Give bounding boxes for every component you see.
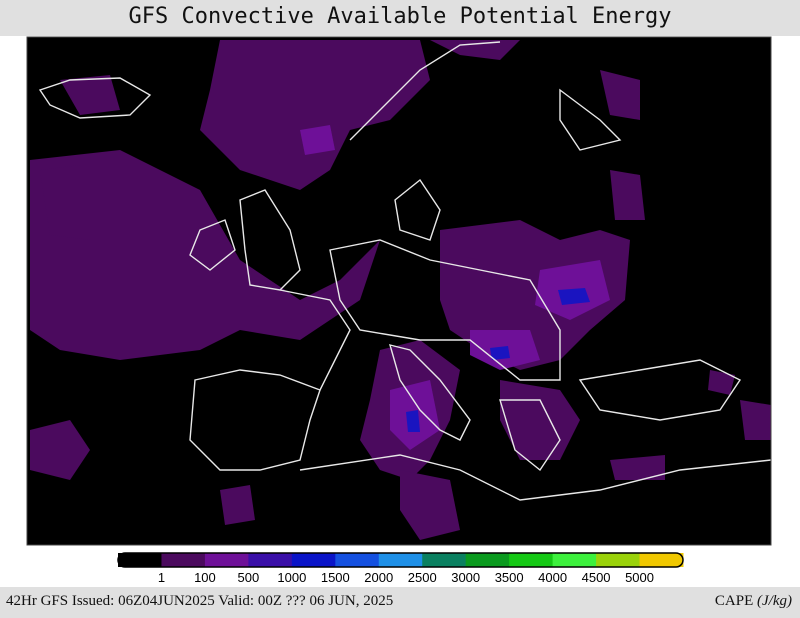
- colorbar-label: 2000: [364, 570, 393, 585]
- colorbar-segment: [552, 553, 597, 567]
- colorbar-segment: [639, 553, 684, 567]
- colorbar-segment: [248, 553, 293, 567]
- colorbar-segment: [378, 553, 423, 567]
- map-frame: [26, 36, 772, 546]
- colorbar-segment: [335, 553, 380, 567]
- coastlines: [38, 41, 772, 501]
- colorbar-label: 3500: [495, 570, 524, 585]
- colorbar-segment: [161, 553, 206, 567]
- cape-field-max: [406, 288, 590, 432]
- colorbar-label: 1: [158, 570, 165, 585]
- colorbar-label: 3000: [451, 570, 480, 585]
- colorbar-segment: [465, 553, 510, 567]
- colorbar-label: 4500: [582, 570, 611, 585]
- colorbar-segment: [509, 553, 554, 567]
- colorbar-segment: [291, 553, 336, 567]
- cape-field: [30, 40, 771, 540]
- title-bar: GFS Convective Available Potential Energ…: [0, 0, 800, 36]
- colorbar-label: 5000: [625, 570, 654, 585]
- colorbar-label: 4000: [538, 570, 567, 585]
- map-canvas: 1 100 500 1000 1500 2000 2500 3000 3500 4000 4500 5…: [26, 36, 772, 585]
- variable: CAPE: [714, 593, 754, 609]
- footer: 42Hr GFS Issued: 06Z04JUN2025 Valid: 00Z…: [0, 587, 800, 618]
- units: (J/kg): [757, 593, 792, 609]
- colorbar-label: 2500: [408, 570, 437, 585]
- colorbar-segment: [596, 553, 641, 567]
- variable-label: CAPE (J/kg): [715, 587, 792, 615]
- colorbar: 1 100 500 1000 1500 2000 2500 3000 3500 4000 4500 5…: [117, 552, 684, 585]
- title: GFS Convective Available Potential Energ…: [128, 4, 672, 29]
- colorbar-outline: [117, 552, 684, 568]
- colorbar-label: 500: [238, 570, 260, 585]
- colorbar-segment: [118, 553, 162, 567]
- colorbar-segment: [204, 553, 249, 567]
- colorbar-label: 100: [194, 570, 216, 585]
- colorbar-label: 1500: [321, 570, 350, 585]
- colorbar-segment: [422, 553, 467, 567]
- run-info: 42Hr GFS Issued: 06Z04JUN2025 Valid: 00Z…: [6, 593, 394, 609]
- colorbar-label: 1000: [277, 570, 306, 585]
